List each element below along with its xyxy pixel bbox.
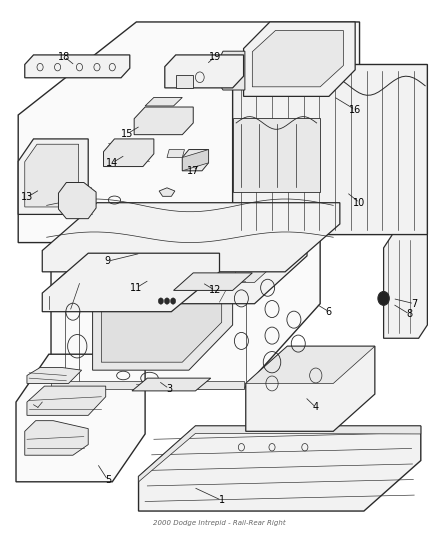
Text: 12: 12 <box>208 286 221 295</box>
Polygon shape <box>164 55 243 88</box>
Polygon shape <box>55 235 306 282</box>
Polygon shape <box>25 144 78 207</box>
Text: 13: 13 <box>21 192 33 203</box>
Polygon shape <box>134 107 193 135</box>
Text: 1: 1 <box>218 495 224 505</box>
Polygon shape <box>25 55 130 78</box>
Polygon shape <box>215 51 244 90</box>
Text: 9: 9 <box>105 256 111 266</box>
Polygon shape <box>27 386 106 415</box>
Polygon shape <box>383 235 426 338</box>
Circle shape <box>158 298 163 304</box>
Circle shape <box>377 292 389 305</box>
Polygon shape <box>42 253 219 312</box>
Polygon shape <box>103 139 153 166</box>
Polygon shape <box>182 150 208 171</box>
Polygon shape <box>18 22 359 243</box>
Polygon shape <box>252 30 343 87</box>
Polygon shape <box>51 232 319 389</box>
Text: 17: 17 <box>187 166 199 176</box>
Polygon shape <box>232 64 426 235</box>
Text: 8: 8 <box>406 309 412 319</box>
Polygon shape <box>18 139 88 214</box>
Polygon shape <box>42 203 339 272</box>
Text: 14: 14 <box>106 158 118 168</box>
Polygon shape <box>166 150 184 158</box>
Polygon shape <box>132 378 210 391</box>
Polygon shape <box>159 188 174 196</box>
Polygon shape <box>145 98 182 106</box>
Text: 10: 10 <box>353 198 365 208</box>
Text: 16: 16 <box>348 104 360 115</box>
Polygon shape <box>173 273 252 290</box>
Polygon shape <box>16 354 145 482</box>
Polygon shape <box>27 368 81 383</box>
Polygon shape <box>245 346 374 431</box>
Polygon shape <box>232 118 319 192</box>
Text: 19: 19 <box>208 52 221 61</box>
Text: 11: 11 <box>130 283 142 293</box>
Circle shape <box>170 298 175 304</box>
Polygon shape <box>58 182 96 219</box>
Polygon shape <box>55 235 306 304</box>
Text: 6: 6 <box>325 306 331 317</box>
Text: 2000 Dodge Intrepid - Rail-Rear Right: 2000 Dodge Intrepid - Rail-Rear Right <box>153 520 285 526</box>
Polygon shape <box>175 75 193 88</box>
Text: 4: 4 <box>312 402 318 413</box>
Text: 3: 3 <box>166 384 172 394</box>
Polygon shape <box>245 346 374 383</box>
Text: 7: 7 <box>410 298 417 309</box>
Polygon shape <box>138 426 420 482</box>
Polygon shape <box>243 22 354 96</box>
Polygon shape <box>138 426 420 511</box>
Polygon shape <box>92 266 232 370</box>
Polygon shape <box>101 272 221 362</box>
Polygon shape <box>25 421 88 455</box>
Polygon shape <box>182 150 208 171</box>
Circle shape <box>164 298 169 304</box>
Text: 18: 18 <box>58 52 70 61</box>
Polygon shape <box>51 381 243 389</box>
Text: 15: 15 <box>121 128 134 139</box>
Text: 5: 5 <box>105 475 111 485</box>
